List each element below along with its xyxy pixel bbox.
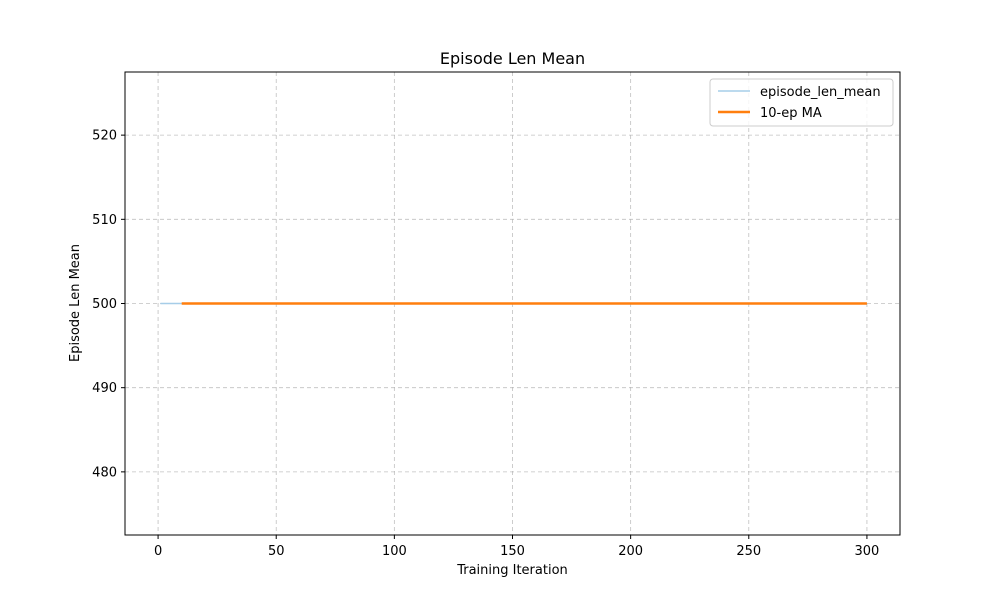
x-tick-label: 300 xyxy=(855,544,880,559)
x-tick-label: 100 xyxy=(382,544,407,559)
legend: episode_len_mean 10-ep MA xyxy=(709,78,894,127)
x-tick-label: 0 xyxy=(154,544,162,559)
x-tick-label: 250 xyxy=(736,544,761,559)
y-tick-label: 510 xyxy=(92,213,117,228)
x-axis-label: Training Iteration xyxy=(456,563,568,578)
y-tick-label: 480 xyxy=(92,465,117,480)
legend-label-episode-len-mean: episode_len_mean xyxy=(760,85,881,100)
y-axis: 480 490 500 510 520 xyxy=(92,129,125,480)
legend-box xyxy=(709,78,894,127)
legend-label-10-ep-ma: 10-ep MA xyxy=(760,106,822,121)
chart-title: Episode Len Mean xyxy=(440,49,585,68)
x-tick-label: 50 xyxy=(268,544,285,559)
y-tick-label: 500 xyxy=(92,297,117,312)
y-tick-label: 520 xyxy=(92,129,117,144)
x-tick-label: 150 xyxy=(500,544,525,559)
x-axis: 0 50 100 150 200 250 300 xyxy=(154,535,879,559)
y-axis-label: Episode Len Mean xyxy=(68,244,83,362)
x-tick-label: 200 xyxy=(618,544,643,559)
y-tick-label: 490 xyxy=(92,381,117,396)
